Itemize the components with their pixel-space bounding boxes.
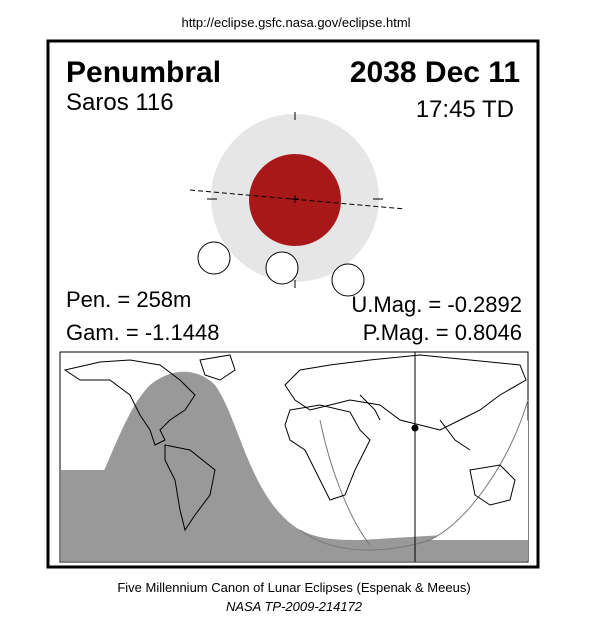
- gamma: Gam. = -1.1448: [66, 320, 219, 345]
- penumbral-mag: P.Mag. = 0.8046: [363, 320, 522, 345]
- world-map: [59, 351, 529, 563]
- saros: Saros 116: [66, 89, 174, 116]
- footer-title: Five Millennium Canon of Lunar Eclipses …: [117, 580, 470, 595]
- contact-curve: [319, 419, 371, 546]
- visibility-zone: [61, 371, 528, 561]
- subpoint: [411, 424, 419, 432]
- moon: [331, 263, 365, 297]
- moon: [265, 251, 299, 285]
- url: http://eclipse.gsfc.nasa.gov/eclipse.htm…: [181, 15, 410, 30]
- shadow-diagram: [189, 112, 406, 297]
- visibility-zone: [430, 420, 528, 540]
- continents: [63, 354, 527, 532]
- eclipse-date: 2038 Dec 11: [350, 56, 520, 89]
- umbral-mag: U.Mag. = -0.2892: [351, 292, 522, 317]
- eclipse-type: Penumbral: [66, 56, 221, 89]
- contact-curve: [299, 399, 529, 551]
- moon: [197, 241, 231, 275]
- time: 17:45 TD: [416, 96, 514, 123]
- footer-reference: NASA TP-2009-214172: [226, 599, 363, 614]
- visibility-zone: [61, 470, 110, 535]
- pen-duration: Pen. = 258m: [66, 287, 191, 312]
